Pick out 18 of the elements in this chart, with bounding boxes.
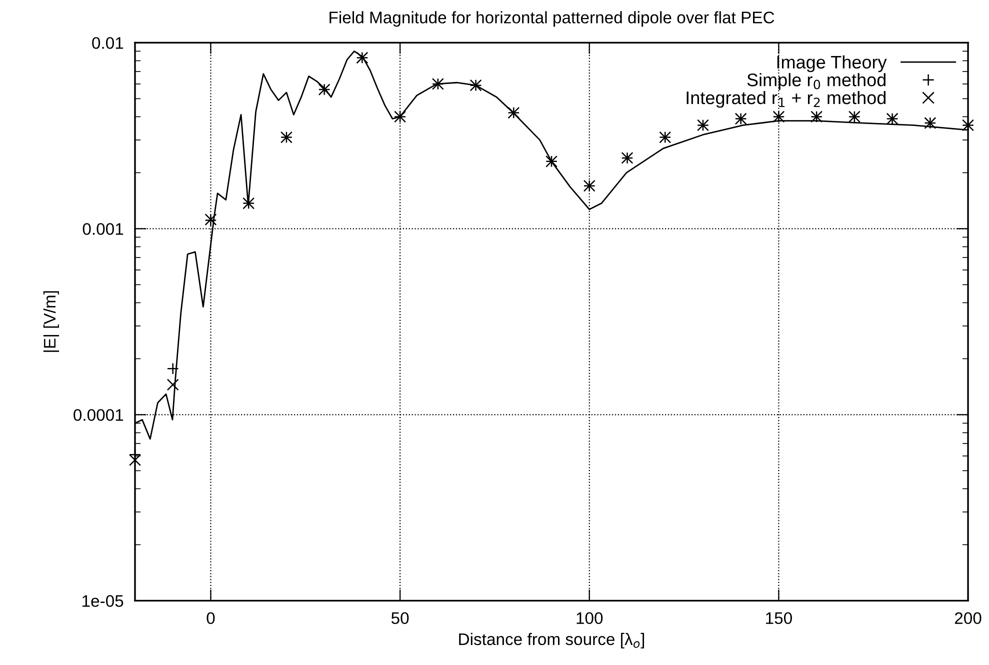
x-tick-label: 50	[391, 612, 409, 624]
x-tick-label: 100	[576, 612, 603, 624]
x-tick-label: 150	[766, 612, 792, 624]
x-axis-title: Distance from source [λ$_{o}$]	[459, 632, 644, 648]
x-tick-label: 0	[206, 612, 215, 624]
point	[166, 362, 179, 375]
y-axis-title: |E| [V/m]	[43, 291, 60, 352]
y-tick-label: 0.0001	[74, 409, 124, 421]
y-tick-label: 1e-05	[82, 595, 124, 607]
legend-label: Image Theory	[777, 55, 887, 72]
point	[166, 378, 179, 391]
chart-title: Field Magnitude for horizontal patterned dipole over flat PEC	[330, 11, 774, 27]
y-tick-label: 0.01	[92, 37, 124, 49]
x-tick-label: 200	[954, 612, 982, 624]
point	[128, 454, 142, 466]
legend-label: Integrated r$_{1}$ + r$_{2}$ method	[686, 90, 886, 108]
y-tick-label: 0.001	[82, 223, 124, 235]
legend-label: Simple r$_{0}$ method	[747, 73, 886, 90]
